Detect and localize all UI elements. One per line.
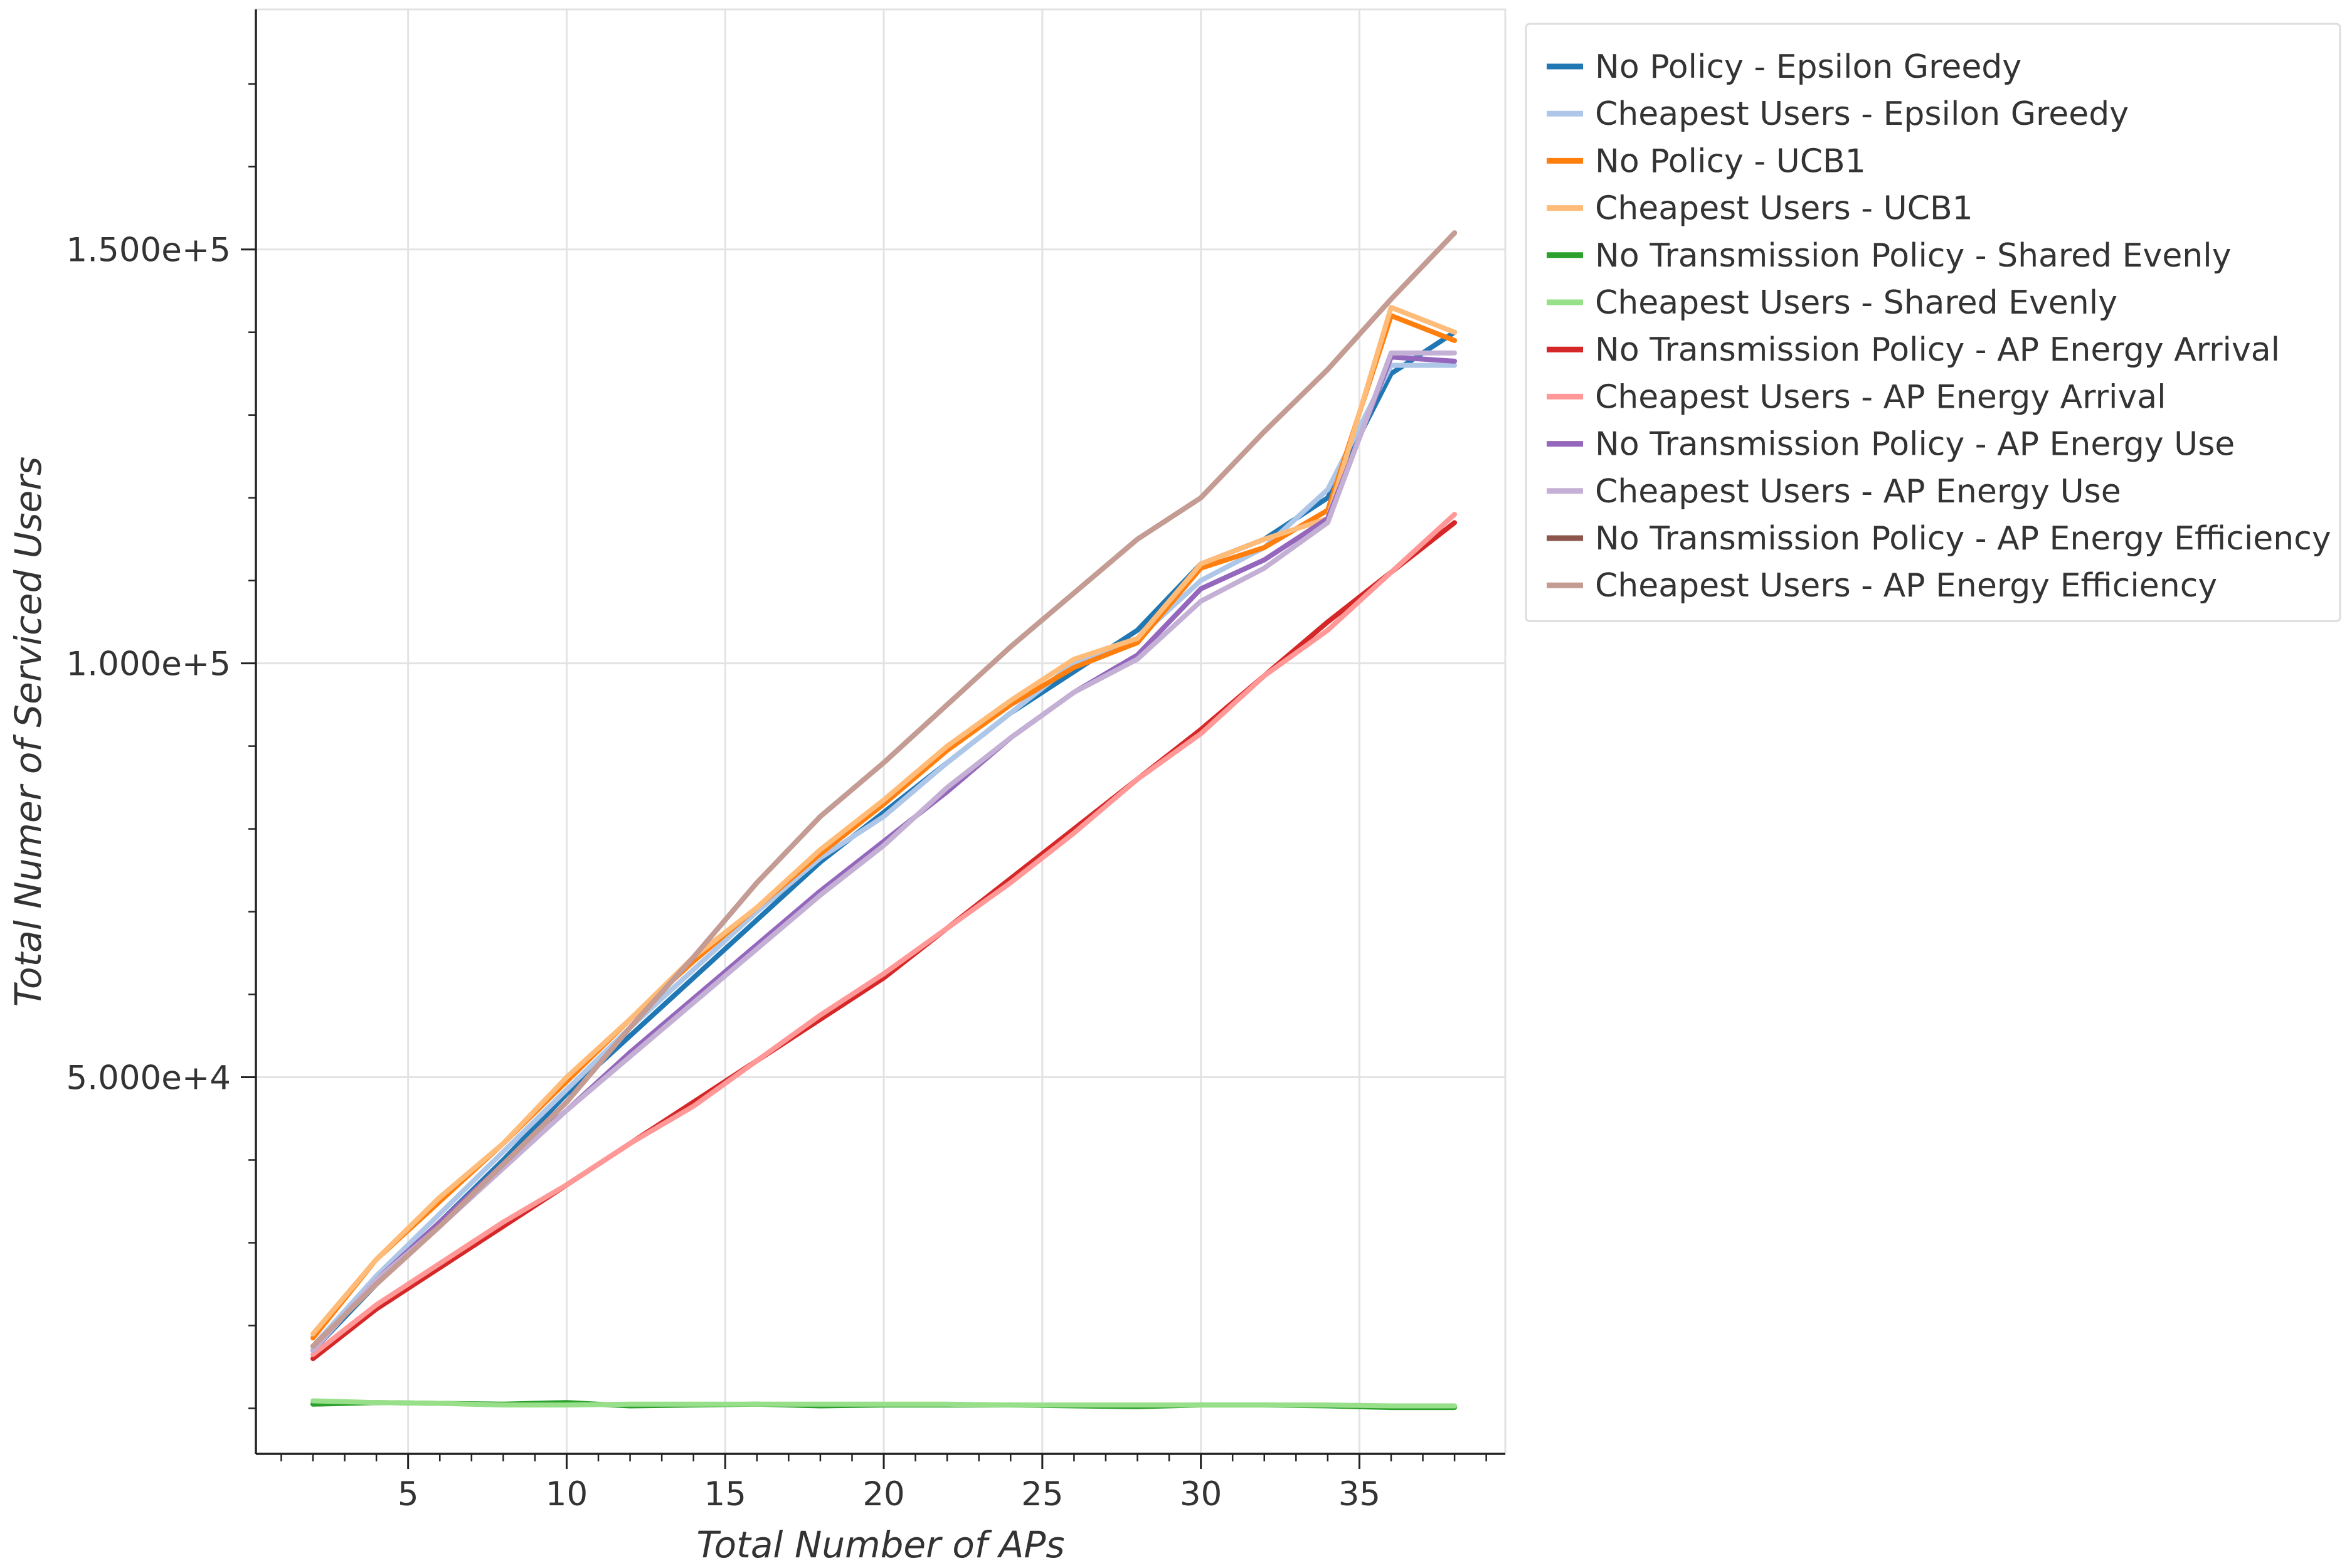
x-tick-label: 15 — [704, 1475, 746, 1513]
axes — [241, 9, 1505, 1469]
tick-labels: 5 10 15 20 25 30 35 5.000e+4 1.000e+5 1.500e+5 — [66, 231, 1381, 1513]
x-tick-label: 25 — [1021, 1475, 1063, 1513]
legend-label: No Policy - Epsilon Greedy — [1595, 48, 2021, 86]
y-tick-label: 1.000e+5 — [66, 645, 231, 684]
series-lines — [310, 230, 1458, 1411]
legend-label: Cheapest Users - Shared Evenly — [1595, 284, 2117, 322]
legend-label: No Transmission Policy - Shared Evenly — [1595, 237, 2231, 275]
legend-box — [1525, 23, 2341, 622]
y-tick-label: 5.000e+4 — [66, 1059, 231, 1098]
legend-label: Cheapest Users - AP Energy Use — [1595, 473, 2121, 511]
y-tick-label: 1.500e+5 — [66, 231, 231, 270]
x-tick-label: 10 — [546, 1475, 588, 1513]
legend-label: Cheapest Users - Epsilon Greedy — [1595, 95, 2129, 133]
legend-label: No Transmission Policy - AP Energy Arriv… — [1595, 331, 2280, 369]
series-line-12 — [310, 230, 1458, 1349]
grid-lines — [255, 8, 1507, 1455]
legend-label: Cheapest Users - AP Energy Efficiency — [1595, 567, 2217, 605]
series-line-10 — [310, 350, 1458, 1353]
series-line-6 — [310, 1398, 1458, 1409]
legend-label: No Policy - UCB1 — [1595, 142, 1866, 180]
x-tick-label: 30 — [1180, 1475, 1222, 1513]
y-axis-title: Total Numer of Serviced Users — [7, 457, 50, 1007]
series-line-4 — [310, 305, 1458, 1337]
legend-label: Cheapest Users - UCB1 — [1595, 190, 1973, 228]
x-tick-label: 20 — [862, 1475, 904, 1513]
legend-label: No Transmission Policy - AP Energy Effic… — [1595, 520, 2331, 558]
series-line-8 — [310, 512, 1458, 1357]
legend-label: Cheapest Users - AP Energy Arrival — [1595, 378, 2166, 416]
x-tick-label: 5 — [398, 1475, 419, 1513]
legend: No Policy - Epsilon Greedy Cheapest Users… — [1525, 23, 2341, 622]
x-axis-title: Total Number of APs — [696, 1523, 1064, 1566]
x-tick-label: 35 — [1338, 1475, 1380, 1513]
legend-label: No Transmission Policy - AP Energy Use — [1595, 426, 2235, 464]
